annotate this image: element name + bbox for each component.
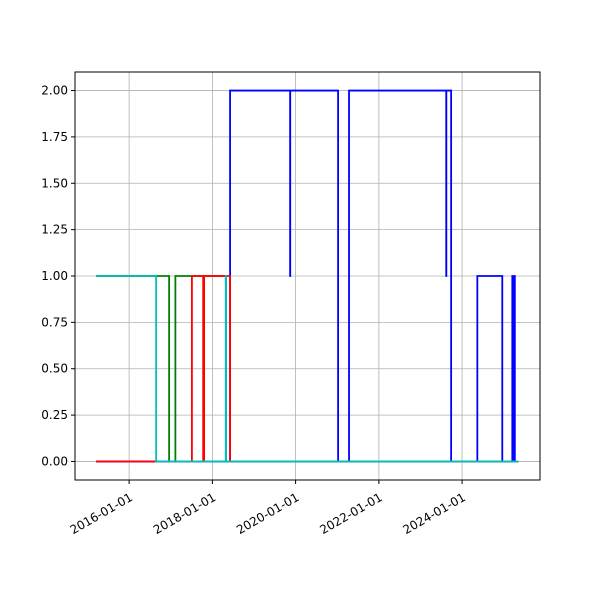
- x-tick-label: 2018-01-01: [151, 490, 218, 537]
- y-tick-label: 0.25: [41, 408, 68, 422]
- x-tick-label: 2016-01-01: [68, 490, 135, 537]
- y-tick-label: 0.00: [41, 454, 68, 468]
- y-tick-label: 0.75: [41, 315, 68, 329]
- plot-frame: [74, 71, 541, 481]
- y-tick-label: 0.50: [41, 362, 68, 376]
- step-line: [96, 275, 519, 463]
- x-tick-label: 2020-01-01: [234, 490, 301, 537]
- y-tick-label: 2.00: [41, 84, 68, 98]
- y-tick-label: 1.25: [41, 223, 68, 237]
- x-tick-label: 2024-01-01: [401, 490, 468, 537]
- y-tick-label: 1.00: [41, 269, 68, 283]
- y-tick-label: 1.50: [41, 176, 68, 190]
- x-tick-label: 2022-01-01: [317, 490, 384, 537]
- y-tick-label: 1.75: [41, 130, 68, 144]
